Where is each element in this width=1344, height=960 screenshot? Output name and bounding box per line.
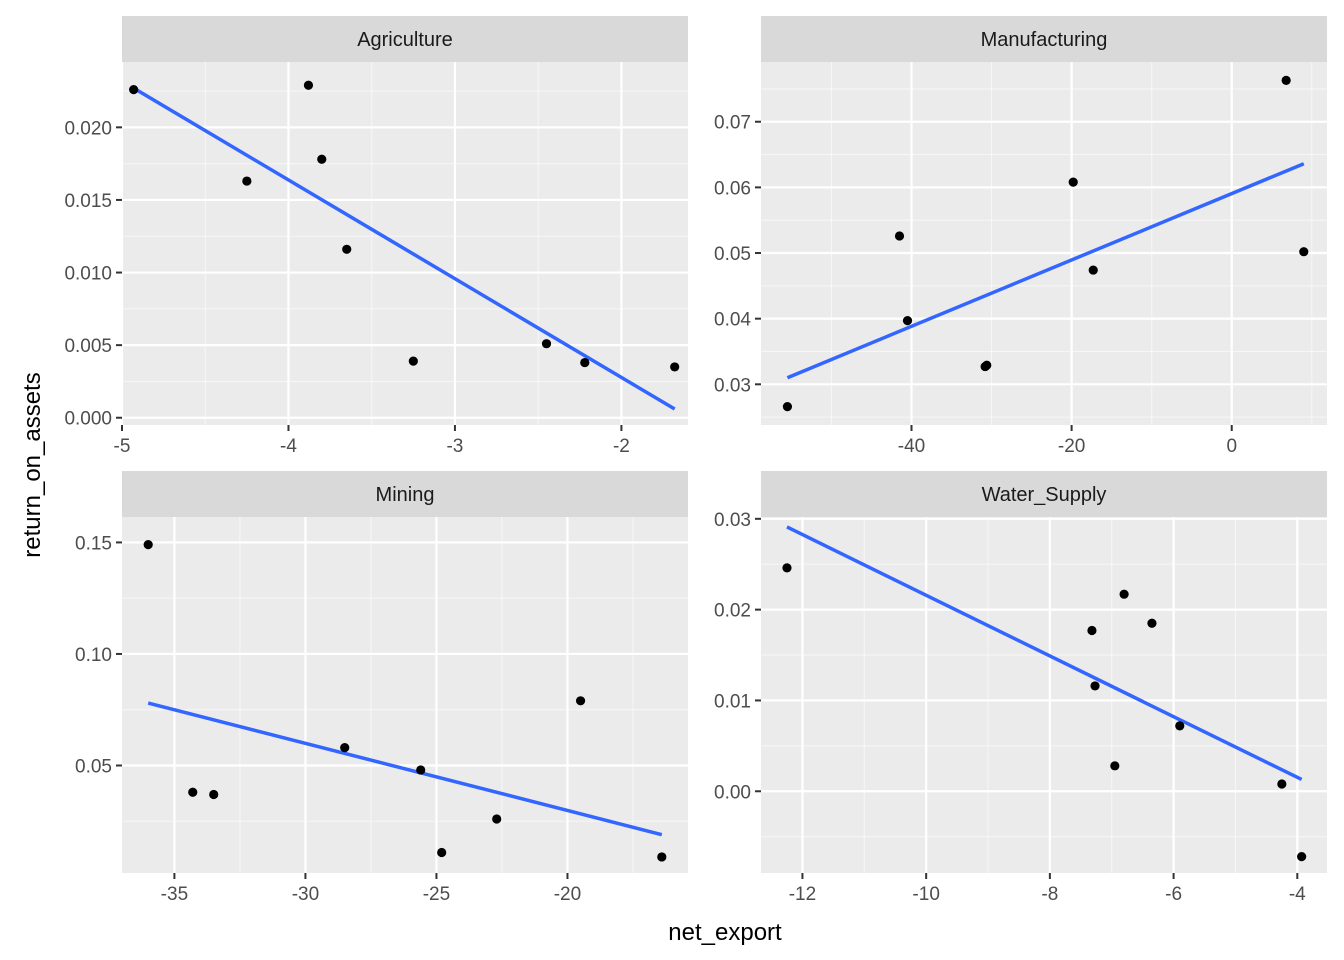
x-tick-label: -25 <box>423 884 450 905</box>
y-tick-label: 0.02 <box>714 601 751 622</box>
regression-line <box>786 525 1303 782</box>
y-tick-label: 0.05 <box>75 756 112 777</box>
x-tick-label: 0 <box>1226 436 1237 457</box>
data-point <box>782 563 792 573</box>
data-point <box>782 402 793 412</box>
data-point <box>437 847 447 858</box>
x-tick-label: -12 <box>789 884 816 905</box>
data-point <box>982 360 992 370</box>
data-point <box>1175 721 1185 731</box>
data-point <box>670 362 680 372</box>
panel-background <box>761 517 1327 873</box>
data-point <box>492 814 502 824</box>
data-point <box>657 852 667 862</box>
data-point <box>1087 625 1097 636</box>
facet-panel: Manufacturing -40 -20 0 0.03 0.04 0.05 0.06 0.07 <box>714 16 1327 457</box>
facet-strip <box>122 471 688 517</box>
y-tick-label: 0.000 <box>64 409 112 430</box>
facet-strip-label: Mining <box>376 484 435 506</box>
x-tick-label: -20 <box>1058 436 1085 457</box>
y-tick-label: 0.04 <box>714 310 751 331</box>
data-point <box>342 244 352 254</box>
data-point <box>1297 852 1307 862</box>
y-tick-label: 0.03 <box>714 375 751 396</box>
data-point <box>1277 779 1287 789</box>
y-tick-label: 0.020 <box>64 118 112 139</box>
y-tick-label: 0.15 <box>75 533 112 554</box>
y-axis-title: return_on_assets <box>19 372 46 557</box>
data-point <box>902 316 913 326</box>
data-point <box>541 339 552 349</box>
y-tick-label: 0.05 <box>714 244 751 265</box>
data-point <box>340 743 350 753</box>
x-tick-label: -2 <box>613 436 630 457</box>
data-point <box>1147 618 1157 628</box>
regression-line <box>147 701 663 837</box>
facet-strip <box>122 16 688 62</box>
facet-strip-label: Agriculture <box>357 29 453 51</box>
x-axis-title: net_export <box>668 919 782 946</box>
y-tick-label: 0.00 <box>714 782 751 803</box>
y-tick-label: 0.010 <box>64 264 112 285</box>
y-tick-label: 0.01 <box>714 691 751 712</box>
facet-strip-label: Manufacturing <box>981 29 1108 51</box>
data-point <box>1090 681 1100 691</box>
facet-strip <box>761 16 1327 62</box>
facet-strip <box>761 471 1327 517</box>
facet-panel: Agriculture -5 -4 -3 -2 0.000 0.005 0.010 0.015 0… <box>64 16 688 457</box>
data-point <box>209 789 219 800</box>
x-tick-label: -4 <box>1289 884 1306 905</box>
facet-strip-label: Water_Supply <box>982 484 1107 506</box>
data-point <box>1088 265 1098 275</box>
data-point <box>1299 247 1309 257</box>
facet-panel: Water_Supply -12 -10 -8 -6 -4 0.00 0.01 0.02 0.03 <box>714 471 1327 905</box>
facet-panel: Mining -35 -30 -25 -20 0.05 0.10 0.15 <box>75 471 688 905</box>
y-tick-label: 0.06 <box>714 178 751 199</box>
x-tick-label: -30 <box>292 884 319 905</box>
data-point <box>408 356 418 366</box>
data-point <box>1068 177 1078 187</box>
panel-background <box>122 517 688 873</box>
x-tick-label: -10 <box>912 884 939 905</box>
data-point <box>188 787 198 797</box>
data-point <box>1110 761 1120 771</box>
data-point <box>242 176 252 186</box>
facet-panels: Agriculture-5 -4 -3 -20.0000.0050.0100.0150… <box>64 16 1327 905</box>
x-tick-label: -6 <box>1165 884 1182 905</box>
data-point <box>894 231 905 241</box>
x-tick-label: -8 <box>1041 884 1058 905</box>
x-tick-label: -40 <box>898 436 925 457</box>
y-tick-label: 0.03 <box>714 510 751 531</box>
y-tick-label: 0.10 <box>75 645 112 666</box>
y-tick-label: 0.005 <box>64 336 112 357</box>
data-point <box>1119 589 1129 599</box>
regression-line <box>132 86 676 411</box>
panel-background <box>122 62 688 425</box>
x-tick-label: -3 <box>446 436 463 457</box>
data-point <box>416 765 426 775</box>
x-tick-label: -4 <box>280 436 297 457</box>
data-point <box>575 696 586 706</box>
x-tick-label: -20 <box>554 884 581 905</box>
x-tick-label: -35 <box>161 884 188 905</box>
data-point <box>143 540 153 550</box>
y-tick-label: 0.015 <box>64 191 112 212</box>
data-point <box>303 80 314 90</box>
x-tick-label: -5 <box>114 436 131 457</box>
data-point <box>317 154 327 164</box>
regression-line <box>786 162 1305 380</box>
data-point <box>1281 75 1291 85</box>
panel-background <box>761 62 1327 425</box>
data-point <box>129 84 139 95</box>
y-tick-label: 0.07 <box>714 113 751 134</box>
data-point <box>580 357 590 368</box>
